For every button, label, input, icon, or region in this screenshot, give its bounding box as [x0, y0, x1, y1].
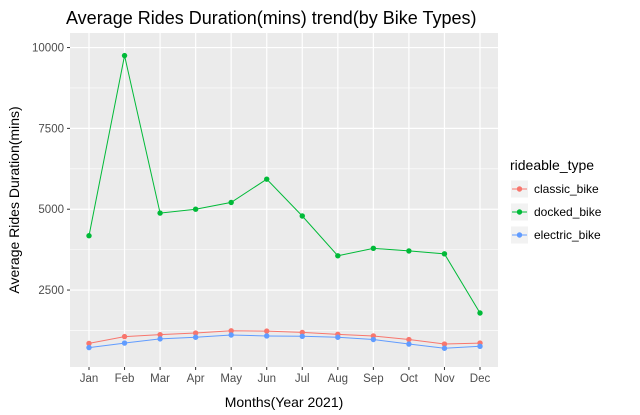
- data-point-electric_bike: [157, 336, 163, 342]
- x-tick-label: Aug: [328, 373, 348, 385]
- plot-panel: [70, 33, 498, 367]
- data-point-docked_bike: [477, 310, 483, 316]
- legend-title: rideable_type: [510, 157, 594, 173]
- x-tick-label: Oct: [400, 373, 419, 385]
- data-point-electric_bike: [406, 341, 412, 347]
- data-point-electric_bike: [192, 334, 199, 340]
- data-point-electric_bike: [228, 332, 234, 338]
- data-point-electric_bike: [121, 340, 128, 346]
- data-point-docked_bike: [192, 206, 199, 212]
- data-point-classic_bike: [406, 336, 412, 343]
- x-tick-label: Jun: [257, 373, 276, 385]
- legend-key-point: [516, 209, 523, 215]
- y-tick-label: 10000: [32, 43, 64, 55]
- x-axis-title: Months(Year 2021): [225, 394, 344, 410]
- y-axis-title: Average Rides Duration(mins): [6, 106, 22, 293]
- legend-items: classic_bike docked_bike electric_bike: [511, 180, 602, 244]
- x-tick-label: Dec: [470, 373, 491, 385]
- legend-label-classic_bike: classic_bike: [534, 182, 599, 196]
- minor-gridlines: [70, 87, 498, 331]
- series-line-docked_bike: [88, 55, 481, 314]
- x-axis: Jan Feb Mar Apr May Jun Jul Aug Sep Oct Nov Dec: [80, 367, 491, 385]
- x-tick-label: Apr: [187, 373, 205, 385]
- legend-key-point: [516, 232, 523, 238]
- legend: rideable_type classic_bike docked_bikeele…: [510, 157, 602, 244]
- data-point-electric_bike: [264, 333, 270, 339]
- x-tick-label: Nov: [434, 373, 455, 385]
- series-line-classic_bike: [88, 330, 481, 345]
- data-point-classic_bike: [86, 340, 92, 347]
- y-tick-label: 7500: [38, 123, 64, 135]
- x-tick-label: Mar: [150, 373, 170, 385]
- x-tick-label: Feb: [115, 373, 135, 385]
- x-tick-label: Jul: [295, 373, 310, 385]
- x-tick-label: May: [220, 373, 242, 385]
- y-tick-label: 5000: [38, 204, 64, 216]
- data-point-electric_bike: [441, 345, 448, 351]
- y-tick-label: 2500: [38, 285, 64, 297]
- y-axis: 2500 5000 7500 10000: [32, 43, 70, 297]
- data-point-docked_bike: [370, 245, 377, 252]
- data-point-docked_bike: [157, 210, 163, 216]
- data-point-docked_bike: [441, 251, 448, 257]
- data-point-classic_bike: [157, 331, 163, 338]
- data-point-electric_bike: [370, 336, 377, 343]
- legend-label-electric_bike: electric_bike: [534, 228, 601, 242]
- chart-title: Average Rides Duration(mins) trend(by Bi…: [66, 8, 477, 28]
- data-point-docked_bike: [406, 248, 412, 254]
- data-point-classic_bike: [121, 333, 128, 340]
- data-point-docked_bike: [335, 253, 341, 259]
- data-point-docked_bike: [299, 213, 305, 219]
- legend-label-docked_bike: docked_bike: [534, 205, 602, 219]
- data-point-classic_bike: [299, 329, 305, 336]
- data-point-docked_bike: [264, 176, 270, 182]
- data-point-electric_bike: [335, 334, 341, 340]
- data-point-classic_bike: [228, 328, 234, 334]
- data-point-electric_bike: [86, 344, 92, 351]
- data-point-docked_bike: [228, 199, 234, 206]
- data-point-docked_bike: [121, 52, 128, 59]
- series-line-electric_bike: [88, 334, 481, 349]
- data-point-classic_bike: [192, 330, 199, 336]
- legend-key-point: [516, 186, 523, 192]
- data-point-electric_bike: [299, 333, 305, 339]
- data-point-electric_bike: [477, 343, 483, 350]
- x-tick-label: Jan: [80, 373, 99, 385]
- series-layer: [86, 52, 483, 351]
- x-tick-label: Sep: [363, 373, 383, 385]
- data-point-classic_bike: [264, 328, 270, 334]
- data-point-docked_bike: [86, 233, 92, 239]
- data-point-classic_bike: [441, 341, 448, 347]
